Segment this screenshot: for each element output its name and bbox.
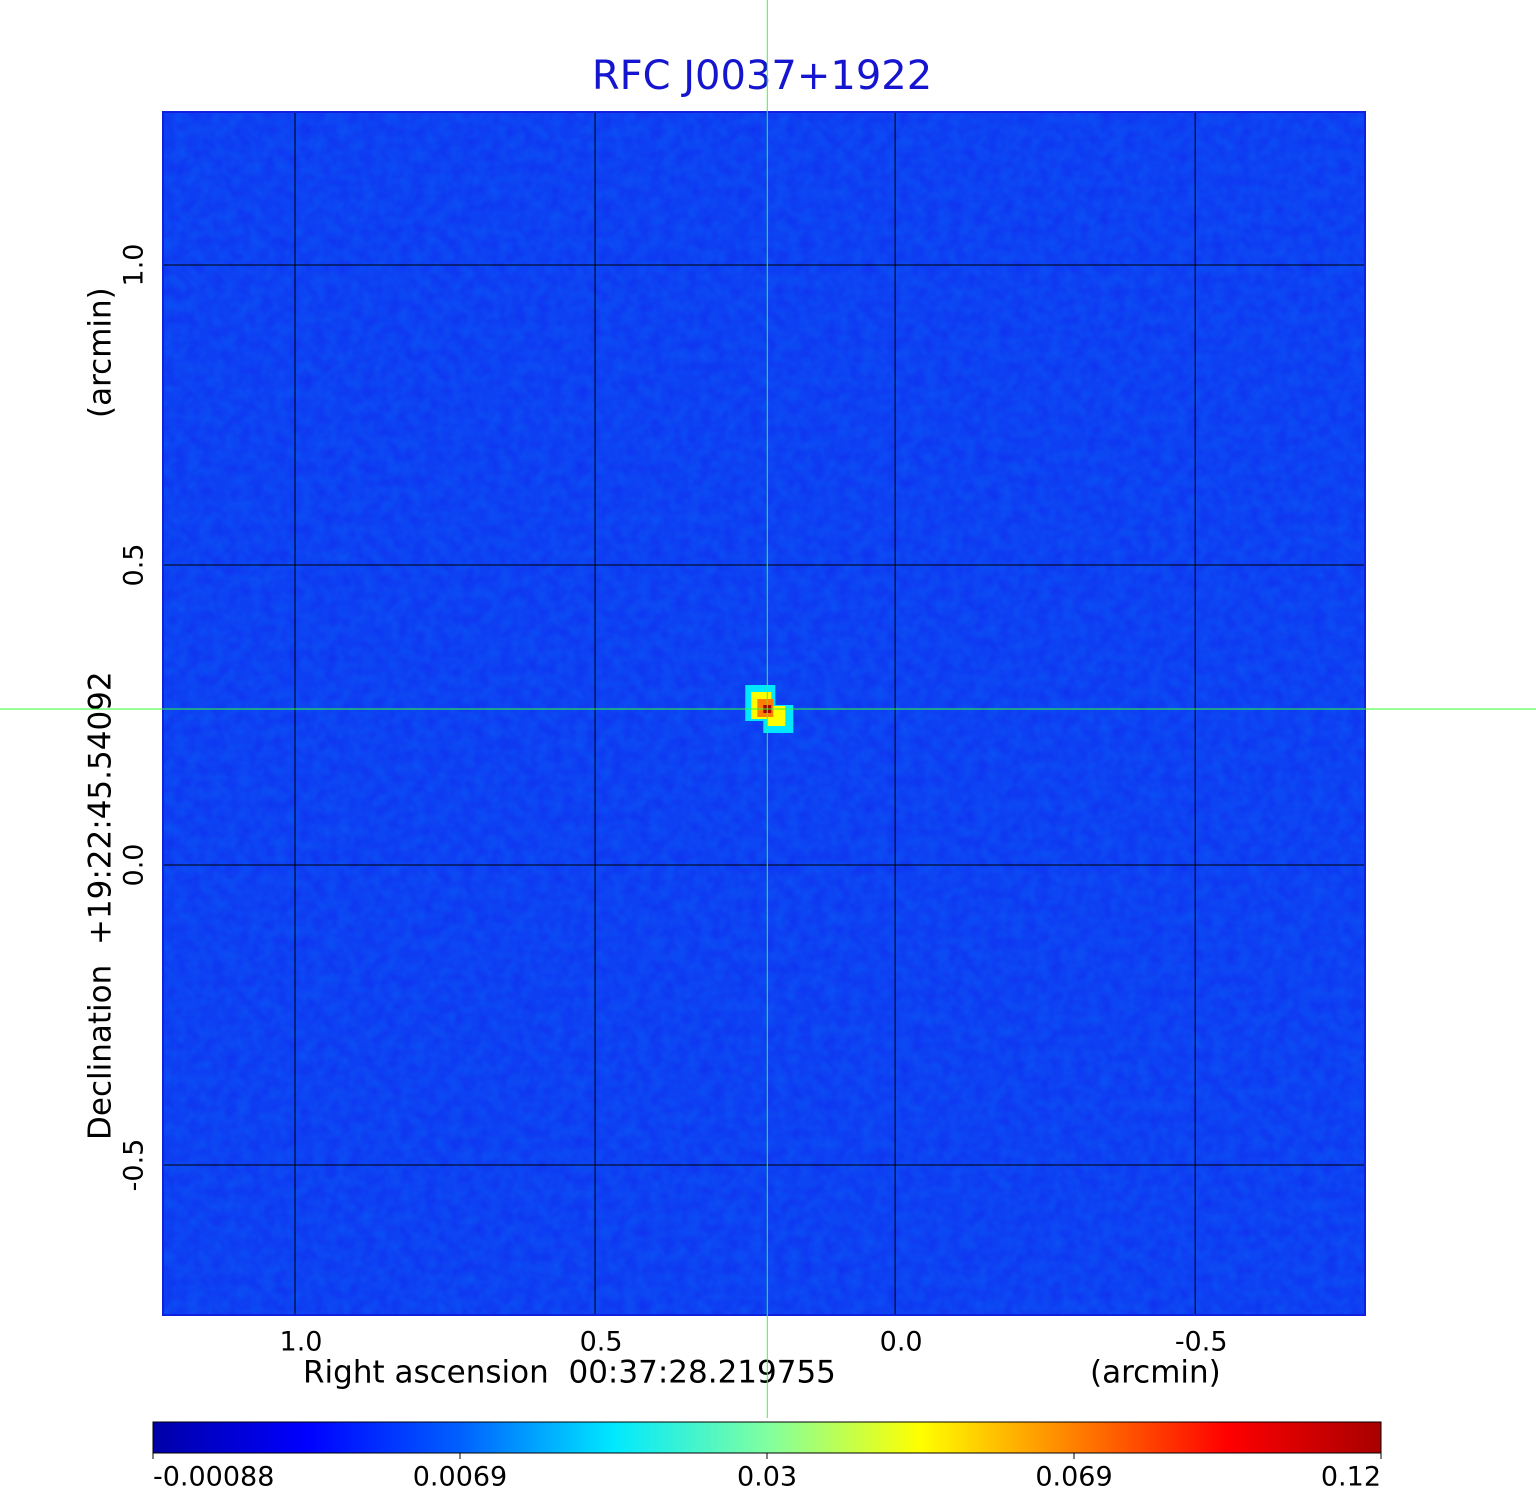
x-tick-label: -0.5: [1175, 1327, 1228, 1358]
y-tick-label: 0.0: [119, 844, 150, 887]
x-tick-label: 0.0: [880, 1327, 923, 1358]
x-axis-label: Right ascension 00:37:28.219755: [303, 1355, 836, 1391]
chart-title: RFC J0037+1922: [592, 53, 932, 99]
colorbar-tick-label: -0.00088: [153, 1462, 274, 1493]
colorbar-tick-label: 0.0069: [413, 1462, 507, 1493]
image-frame: [162, 111, 1366, 1316]
y-tick-label: -0.5: [119, 1139, 150, 1192]
colorbar: [152, 1421, 1382, 1454]
x-tick-label: 0.5: [580, 1327, 623, 1358]
y-tick-label: 0.5: [119, 544, 150, 587]
y-axis-unit: (arcmin): [83, 287, 119, 418]
colorbar-tick-label: 0.069: [1035, 1462, 1112, 1493]
colorbar-tick-label: 0.03: [737, 1462, 797, 1493]
colorbar-tick-label: 0.12: [1321, 1462, 1381, 1493]
y-tick-label: 1.0: [119, 244, 150, 287]
y-axis-label: Declination +19:22:45.54092: [83, 671, 119, 1140]
x-axis-unit: (arcmin): [1090, 1355, 1221, 1391]
x-tick-label: 1.0: [280, 1327, 323, 1358]
